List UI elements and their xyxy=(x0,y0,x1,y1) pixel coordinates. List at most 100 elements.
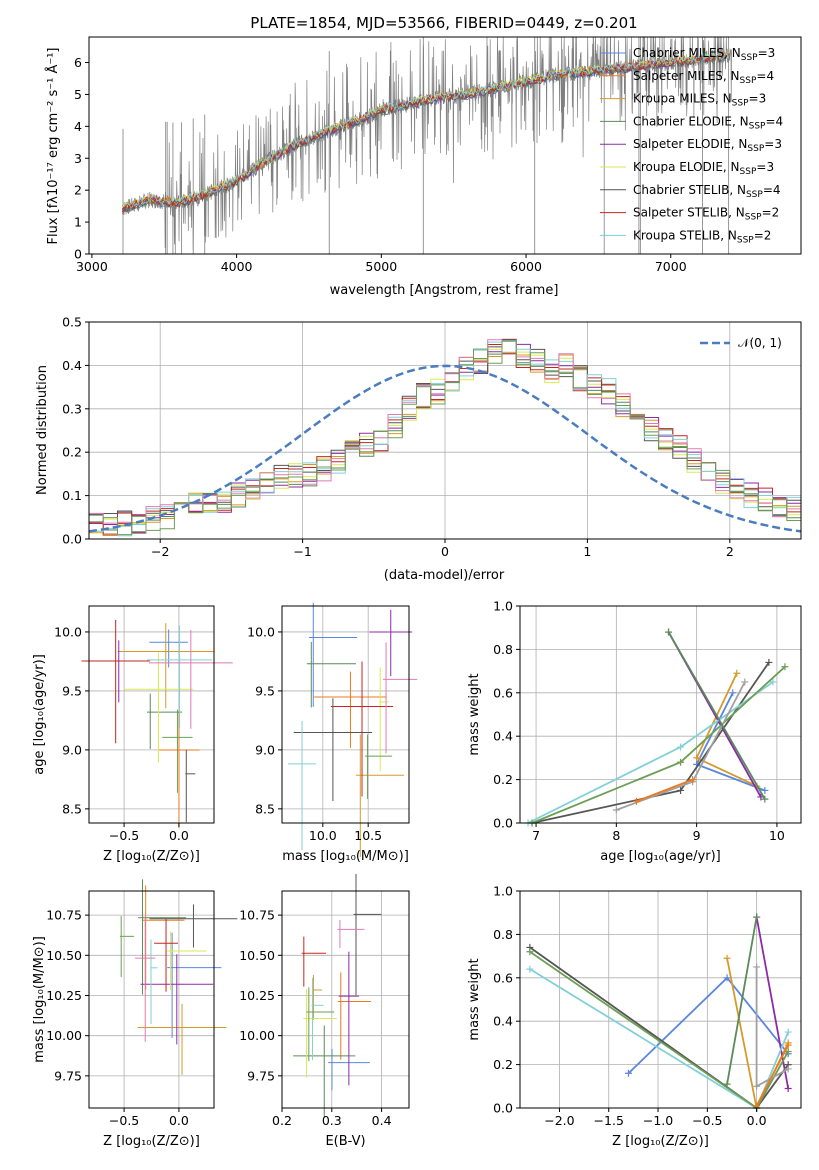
z-age-panel-ylabel: age [log₁₀(age/yr)] xyxy=(32,654,47,775)
y-tick-label: 0.4 xyxy=(493,729,513,744)
y-tick-label: 0.5 xyxy=(62,315,82,330)
y-tick-label: 8.5 xyxy=(62,801,82,816)
legend-entry: Chabrier ELODIE, NSSP=4 xyxy=(633,114,783,131)
y-tick-label: 0.6 xyxy=(493,970,513,985)
mass-weight-marker xyxy=(753,913,761,921)
x-tick-label: −1.0 xyxy=(643,1113,673,1128)
mass-weight-marker xyxy=(689,776,697,784)
y-tick-label: 0.3 xyxy=(62,401,82,416)
x-tick-label: −0.5 xyxy=(692,1113,722,1128)
mass-weight-marker xyxy=(693,754,701,762)
x-tick-label: −0.5 xyxy=(109,1113,139,1128)
legend-entry: Salpeter ELODIE, NSSP=3 xyxy=(633,137,782,154)
mass-weight-marker xyxy=(723,954,731,962)
mass-weight-marker xyxy=(753,1082,761,1090)
mass-weight-marker xyxy=(784,1084,792,1092)
y-tick-label: 9.75 xyxy=(247,1068,275,1083)
y-tick-label: 10.25 xyxy=(46,988,82,1003)
x-tick-label: −1 xyxy=(293,544,311,559)
y-tick-label: 4 xyxy=(74,119,82,134)
mass-weight-line xyxy=(531,666,786,824)
x-tick-label: 8 xyxy=(612,828,620,843)
spectrum-model-line xyxy=(122,52,729,208)
y-tick-label: 0.0 xyxy=(62,532,82,547)
z-massweight-panel-ylabel: mass weight xyxy=(467,958,482,1040)
y-tick-label: 3 xyxy=(74,151,82,166)
z-mass-panel-ylabel: mass [log₁₀(M/M⊙)] xyxy=(32,936,47,1063)
x-tick-label: 5000 xyxy=(365,259,397,274)
y-tick-label: 9.75 xyxy=(54,1068,82,1083)
mass-weight-marker xyxy=(741,678,749,686)
normal-curve xyxy=(88,364,802,533)
mass-weight-marker xyxy=(784,1028,792,1036)
age-massweight-panel-ylabel: mass weight xyxy=(467,673,482,755)
legend-entry: Salpeter MILES, NSSP=4 xyxy=(633,69,774,86)
mass-weight-marker xyxy=(723,974,731,982)
x-tick-label: 1 xyxy=(583,544,591,559)
age-massweight-panel xyxy=(519,605,802,824)
z-mass-panel-xlabel: Z [log₁₀(Z/Z⊙)] xyxy=(103,1134,200,1149)
legend-entry: Kroupa STELIB, NSSP=2 xyxy=(633,228,771,245)
spectrum-xlabel: wavelength [Angstrom, rest frame] xyxy=(330,283,559,298)
x-tick-label: 10.5 xyxy=(354,828,382,843)
mass-weight-marker xyxy=(624,1069,632,1077)
z-mass-panel xyxy=(88,890,215,1109)
x-tick-label: 7000 xyxy=(655,259,687,274)
figure-title: PLATE=1854, MJD=53566, FIBERID=0449, z=0… xyxy=(250,14,637,32)
mass-weight-marker xyxy=(677,758,685,766)
z-massweight-panel-xlabel: Z [log₁₀(Z/Z⊙)] xyxy=(612,1134,709,1149)
y-tick-label: 10.0 xyxy=(247,624,275,639)
x-tick-label: 0.0 xyxy=(747,1113,767,1128)
mass-weight-line xyxy=(755,1044,789,1107)
mass-weight-marker xyxy=(761,795,769,803)
y-tick-label: 0.0 xyxy=(493,1101,513,1116)
y-tick-label: 10.00 xyxy=(239,1028,275,1043)
x-tick-label: 10 xyxy=(769,828,785,843)
y-tick-label: 10.25 xyxy=(239,988,275,1003)
y-tick-label: 10.75 xyxy=(239,908,275,923)
age-massweight-panel-xlabel: age [log₁₀(age/yr)] xyxy=(600,849,721,864)
mass-weight-marker xyxy=(761,786,769,794)
x-tick-label: 0.2 xyxy=(272,1113,292,1128)
mass-weight-marker xyxy=(677,743,685,751)
y-tick-label: 9.0 xyxy=(62,742,82,757)
mass-weight-marker xyxy=(729,689,737,697)
mass-weight-marker xyxy=(753,963,761,971)
x-tick-label: 10.0 xyxy=(309,828,337,843)
mass-weight-marker xyxy=(665,628,673,636)
mass-age-panel xyxy=(281,605,410,824)
x-tick-label: 0.3 xyxy=(322,1113,342,1128)
x-tick-label: 7 xyxy=(532,828,540,843)
x-tick-label: 0.4 xyxy=(372,1113,392,1128)
y-tick-label: 10.75 xyxy=(46,908,82,923)
ebv-mass-panel xyxy=(281,890,410,1109)
y-tick-label: 0.8 xyxy=(493,642,513,657)
z-age-panel-xlabel: Z [log₁₀(Z/Z⊙)] xyxy=(103,849,200,864)
x-tick-label: −2.0 xyxy=(544,1113,574,1128)
z-age-panel xyxy=(88,605,215,824)
x-tick-label: −0.5 xyxy=(109,828,139,843)
mass-weight-marker xyxy=(784,1041,792,1049)
mass-weight-line xyxy=(627,976,789,1074)
x-tick-label: −2 xyxy=(151,544,169,559)
y-tick-label: 0.1 xyxy=(62,488,82,503)
y-tick-label: 6 xyxy=(74,55,82,70)
spectrum-axes xyxy=(88,36,802,255)
mass-weight-marker xyxy=(723,1080,731,1088)
mass-weight-marker xyxy=(632,797,640,805)
y-tick-label: 1.0 xyxy=(493,884,513,899)
y-tick-label: 8.5 xyxy=(255,801,275,816)
y-tick-label: 9.0 xyxy=(255,742,275,757)
residual-xlabel: (data-model)/error xyxy=(384,568,505,583)
legend-entry: Kroupa MILES, NSSP=3 xyxy=(633,92,766,109)
mass-weight-marker xyxy=(733,669,741,677)
y-tick-label: 0.2 xyxy=(493,772,513,787)
normal-legend-label: 𝒩(0, 1) xyxy=(738,336,782,350)
y-tick-label: 9.5 xyxy=(62,683,82,698)
mass-weight-marker xyxy=(677,786,685,794)
y-tick-label: 1.0 xyxy=(493,599,513,614)
y-tick-label: 10.50 xyxy=(239,948,275,963)
mass-weight-marker xyxy=(612,806,620,814)
x-tick-label: 0.0 xyxy=(169,1113,189,1128)
